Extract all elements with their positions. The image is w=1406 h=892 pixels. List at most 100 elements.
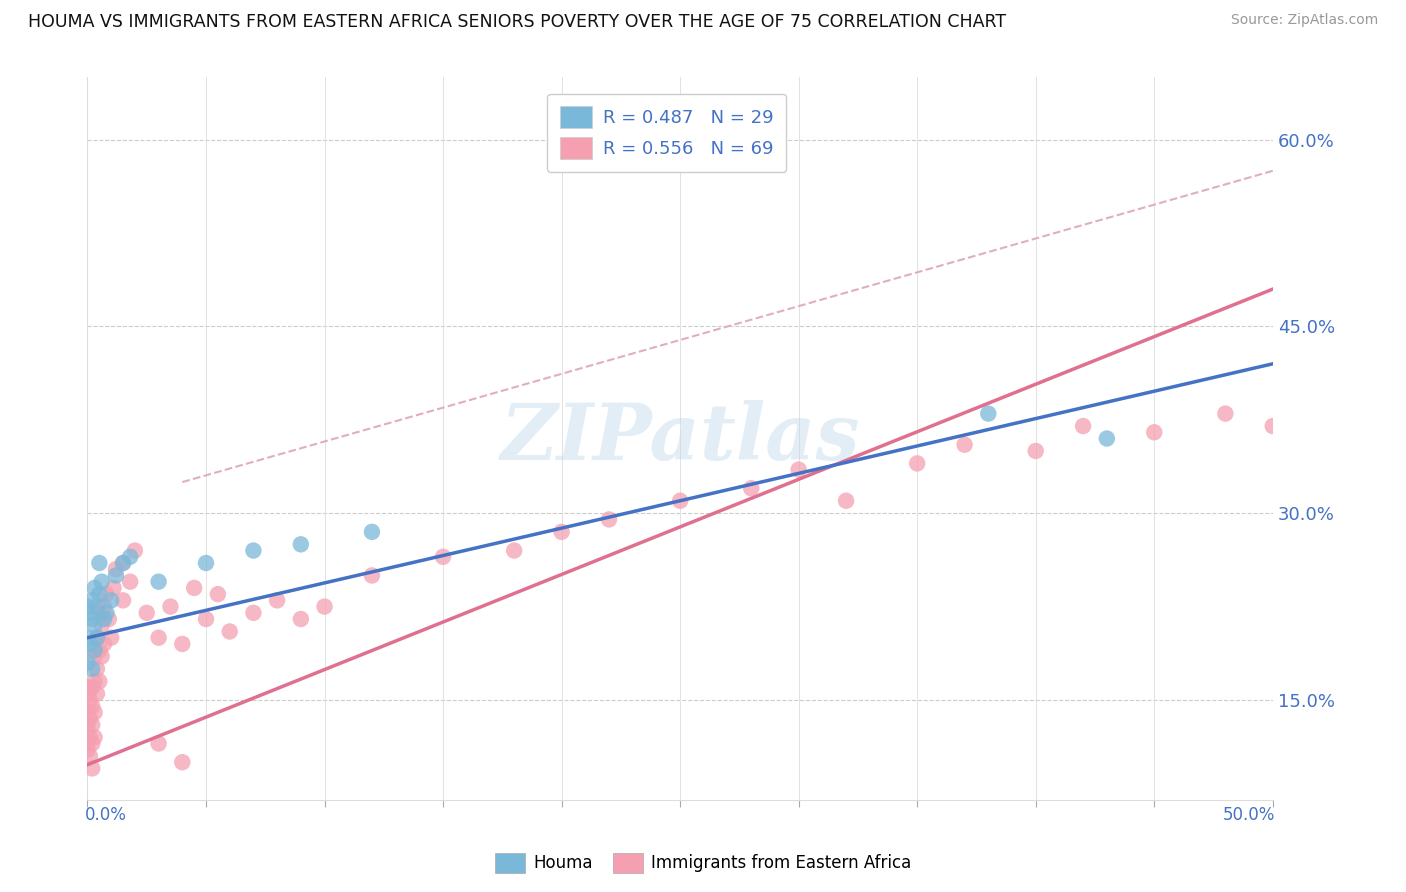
Point xyxy=(550,524,572,539)
Point xyxy=(148,574,170,589)
Point xyxy=(290,537,312,551)
Point xyxy=(89,556,111,570)
Point xyxy=(100,631,122,645)
Point xyxy=(195,612,218,626)
Point xyxy=(86,631,108,645)
Point xyxy=(82,612,104,626)
Point xyxy=(76,718,98,732)
Point xyxy=(79,681,101,695)
Point xyxy=(79,731,101,745)
Point xyxy=(1215,407,1237,421)
Point xyxy=(83,643,105,657)
Point xyxy=(787,462,810,476)
Point xyxy=(290,612,312,626)
Point xyxy=(1143,425,1166,440)
Point xyxy=(953,438,976,452)
Point xyxy=(79,712,101,726)
Point xyxy=(83,581,105,595)
Point xyxy=(90,574,112,589)
Point xyxy=(76,656,98,670)
Point xyxy=(1025,444,1047,458)
Point xyxy=(266,593,288,607)
Point xyxy=(82,662,104,676)
Point xyxy=(89,674,111,689)
Text: Source: ZipAtlas.com: Source: ZipAtlas.com xyxy=(1230,13,1378,28)
Point xyxy=(104,562,127,576)
Point xyxy=(79,637,101,651)
Point xyxy=(76,687,98,701)
Point xyxy=(76,743,98,757)
Point xyxy=(83,674,105,689)
Point xyxy=(835,493,858,508)
Point xyxy=(120,549,142,564)
Point xyxy=(1071,419,1094,434)
Point xyxy=(86,662,108,676)
Point xyxy=(83,731,105,745)
Point xyxy=(76,706,98,720)
Point xyxy=(172,755,194,769)
Point xyxy=(103,581,125,595)
Point xyxy=(97,612,120,626)
Point xyxy=(218,624,240,639)
Point xyxy=(96,587,118,601)
Point xyxy=(148,737,170,751)
Point xyxy=(135,606,157,620)
Point xyxy=(100,593,122,607)
Point xyxy=(432,549,454,564)
Point xyxy=(598,512,620,526)
Point xyxy=(93,612,115,626)
Text: 50.0%: 50.0% xyxy=(1223,805,1275,824)
Point xyxy=(1261,419,1284,434)
Point xyxy=(104,568,127,582)
Legend: Houma, Immigrants from Eastern Africa: Houma, Immigrants from Eastern Africa xyxy=(488,847,918,880)
Point xyxy=(361,568,384,582)
Point xyxy=(124,543,146,558)
Point xyxy=(905,457,928,471)
Point xyxy=(361,524,384,539)
Point xyxy=(93,599,115,614)
Point xyxy=(148,631,170,645)
Point xyxy=(89,606,111,620)
Point xyxy=(76,737,98,751)
Point xyxy=(1095,432,1118,446)
Point xyxy=(79,749,101,764)
Point xyxy=(120,574,142,589)
Point xyxy=(79,606,101,620)
Point xyxy=(112,556,135,570)
Point xyxy=(76,724,98,739)
Point xyxy=(183,581,205,595)
Text: 0.0%: 0.0% xyxy=(86,805,127,824)
Point xyxy=(740,481,762,495)
Point xyxy=(82,681,104,695)
Point xyxy=(90,618,112,632)
Point xyxy=(83,649,105,664)
Point xyxy=(314,599,336,614)
Point xyxy=(89,587,111,601)
Point xyxy=(89,643,111,657)
Point xyxy=(82,718,104,732)
Text: HOUMA VS IMMIGRANTS FROM EASTERN AFRICA SENIORS POVERTY OVER THE AGE OF 75 CORRE: HOUMA VS IMMIGRANTS FROM EASTERN AFRICA … xyxy=(28,13,1007,31)
Point xyxy=(82,699,104,714)
Point xyxy=(90,649,112,664)
Point xyxy=(669,493,692,508)
Point xyxy=(83,618,105,632)
Point xyxy=(83,706,105,720)
Point xyxy=(86,631,108,645)
Point xyxy=(503,543,526,558)
Point xyxy=(86,599,108,614)
Point xyxy=(96,606,118,620)
Point xyxy=(76,631,98,645)
Point xyxy=(93,637,115,651)
Point xyxy=(207,587,229,601)
Point xyxy=(195,556,218,570)
Point xyxy=(112,593,135,607)
Point xyxy=(79,693,101,707)
Point xyxy=(172,637,194,651)
Text: ZIPatlas: ZIPatlas xyxy=(501,401,860,476)
Point xyxy=(86,687,108,701)
Legend: R = 0.487   N = 29, R = 0.556   N = 69: R = 0.487 N = 29, R = 0.556 N = 69 xyxy=(547,94,786,172)
Point xyxy=(82,593,104,607)
Point xyxy=(82,761,104,775)
Point xyxy=(159,599,181,614)
Point xyxy=(242,606,264,620)
